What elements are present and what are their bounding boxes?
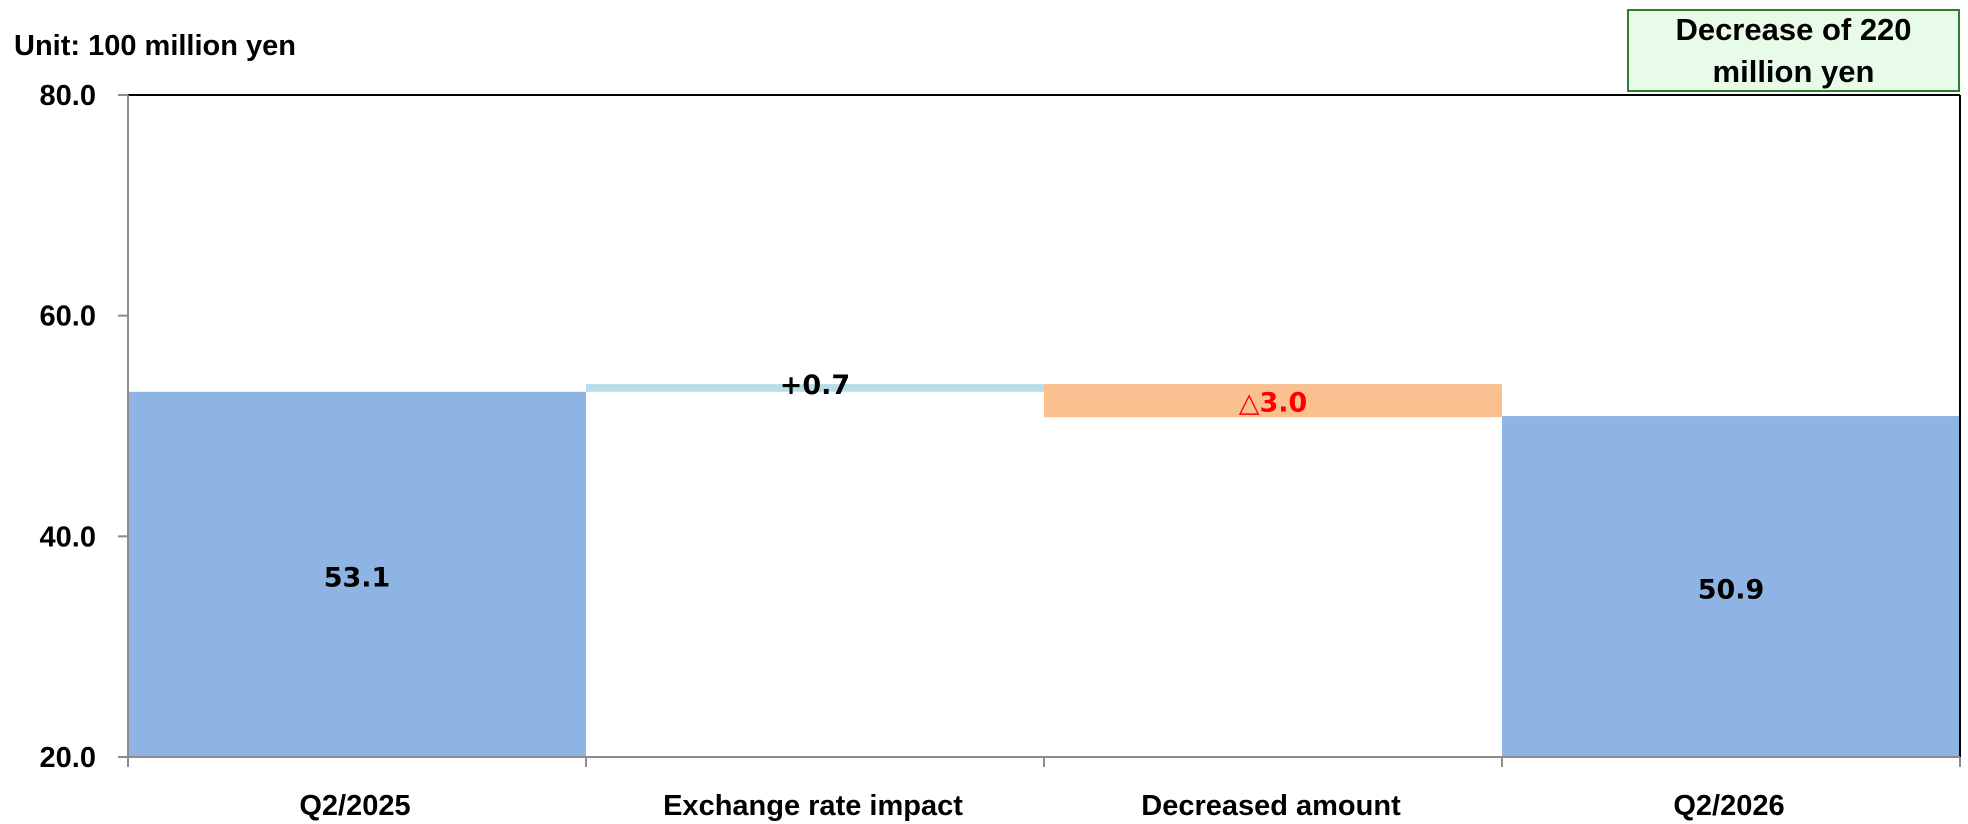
bar-1 xyxy=(128,391,586,757)
x-tick-label-3: Decreased amount xyxy=(1141,790,1401,822)
y-tick-label-1: 20.0 xyxy=(40,742,96,774)
data-label-1: 53.1 xyxy=(324,562,391,593)
labels-layer: 53.1 Q2/2025 +0.7 Exchange rate impact △3.0 D… xyxy=(40,80,1785,822)
bar-2 xyxy=(586,384,1044,392)
data-label-2: +0.7 xyxy=(780,370,850,401)
y-tick-label-4: 80.0 xyxy=(40,80,96,112)
x-tick-label-4: Q2/2026 xyxy=(1673,790,1784,822)
unit-label: Unit: 100 million yen xyxy=(14,30,296,62)
axes-layer xyxy=(118,94,1961,767)
y-tick-label-2: 40.0 xyxy=(40,521,96,553)
bars-layer xyxy=(128,384,1960,757)
data-label-4: 50.9 xyxy=(1698,575,1765,606)
decrease-callout: Decrease of 220 million yen xyxy=(1627,9,1960,92)
x-tick-label-2: Exchange rate impact xyxy=(663,790,963,822)
data-label-3: △3.0 xyxy=(1239,388,1308,419)
bar-4 xyxy=(1502,416,1960,757)
y-tick-label-3: 60.0 xyxy=(40,301,96,333)
x-tick-label-1: Q2/2025 xyxy=(299,790,410,822)
bar-3 xyxy=(1044,384,1502,418)
